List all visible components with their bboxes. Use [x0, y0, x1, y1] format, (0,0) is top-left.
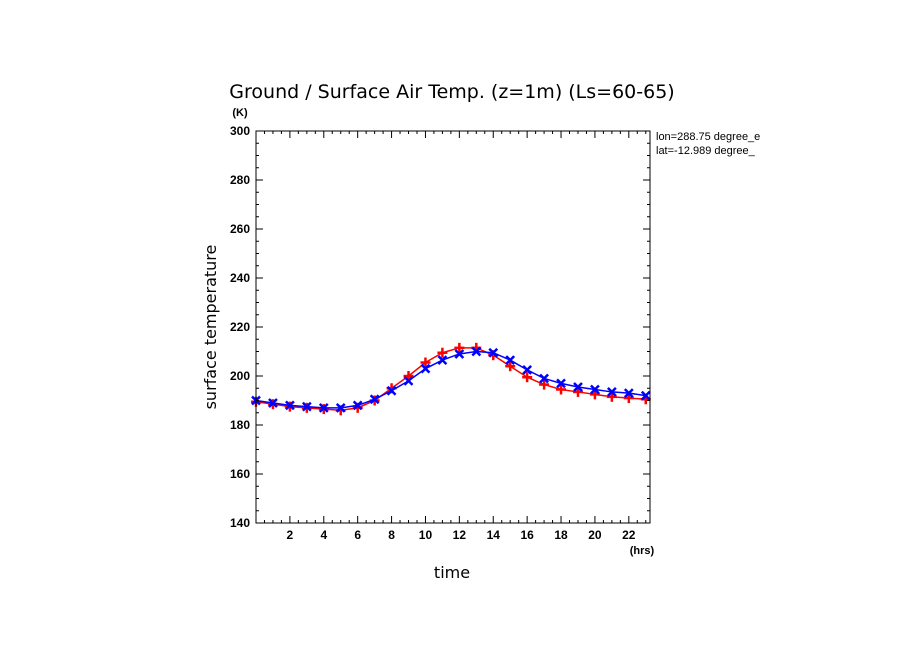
y-tick-label: 300 [230, 124, 250, 138]
x-axis-title: time [434, 563, 470, 582]
y-tick-label: 200 [230, 369, 250, 383]
x-unit-label: (hrs) [630, 545, 655, 557]
data-point-1 [573, 382, 583, 392]
y-tick-label: 260 [230, 222, 250, 236]
data-point-1 [471, 346, 482, 357]
data-point-1 [369, 394, 380, 405]
data-point-1 [386, 385, 397, 396]
data-point-0 [522, 372, 533, 383]
x-tick-label: 14 [487, 528, 501, 542]
data-point-1 [488, 347, 499, 358]
data-point-1 [420, 363, 431, 374]
data-point-0 [539, 379, 550, 390]
data-point-1 [623, 388, 634, 399]
plot-area [251, 342, 651, 416]
data-point-0 [420, 357, 431, 368]
y-tick-label: 280 [230, 173, 250, 187]
x-tick-label: 22 [622, 528, 636, 542]
chart-title: Ground / Surface Air Temp. (z=1m) (Ls=60… [229, 81, 674, 103]
data-point-0 [505, 361, 516, 372]
data-point-1 [403, 376, 414, 386]
x-tick-label: 10 [419, 528, 433, 542]
data-point-1 [318, 402, 329, 413]
data-point-1 [285, 400, 295, 411]
data-point-0 [556, 384, 567, 395]
data-point-1 [335, 402, 346, 413]
data-point-1 [268, 398, 278, 408]
x-axis: 2 4 6 8 10 12 14 16 18 20 22 [255, 131, 647, 542]
data-point-1 [352, 400, 363, 411]
data-point-1 [505, 355, 516, 365]
data-point-1 [539, 373, 549, 384]
data-point-1 [640, 390, 651, 401]
data-point-1 [590, 384, 600, 395]
y-tick-label: 180 [230, 418, 250, 432]
x-tick-label: 20 [588, 528, 602, 542]
series-line-1 [255, 350, 646, 409]
y-tick-label: 140 [230, 516, 250, 530]
data-point-0 [437, 347, 448, 358]
x-tick-label: 8 [388, 528, 395, 542]
data-point-1 [556, 378, 566, 389]
data-point-1 [437, 355, 448, 365]
data-point-1 [522, 364, 533, 375]
annotation-lon: lon=288.75 degree_e [656, 131, 760, 143]
y-tick-label: 160 [230, 467, 250, 481]
y-axis: 140 160 180 200 220 240 260 280 300 [230, 124, 650, 530]
y-tick-label: 220 [230, 320, 250, 334]
x-tick-label: 12 [453, 528, 467, 542]
annotation-lat: lat=-12.989 degree_ [656, 145, 756, 157]
x-tick-label: 4 [320, 528, 327, 542]
y-unit-label: (K) [232, 107, 248, 119]
x-tick-label: 18 [554, 528, 568, 542]
y-tick-label: 240 [230, 271, 250, 285]
plot-frame [255, 130, 651, 524]
x-tick-label: 16 [520, 528, 534, 542]
data-point-1 [301, 401, 312, 412]
x-tick-label: 6 [354, 528, 361, 542]
data-point-0 [454, 342, 465, 353]
data-point-1 [606, 387, 617, 397]
y-axis-title: surface temperature [201, 245, 220, 410]
data-point-1 [454, 349, 465, 359]
x-tick-label: 2 [287, 528, 294, 542]
